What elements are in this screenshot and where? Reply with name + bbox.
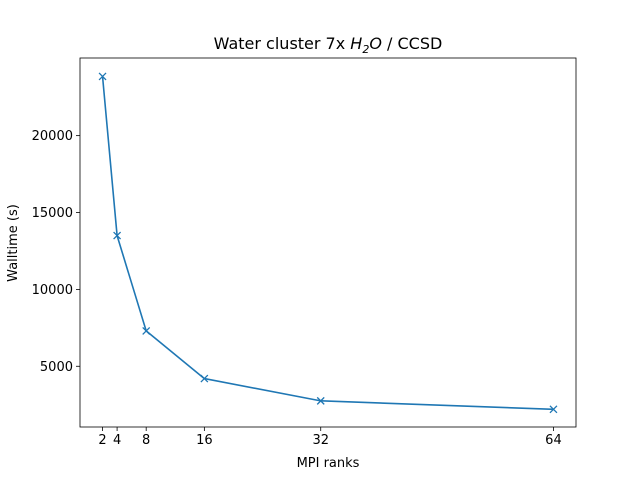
data-point-marker [200,374,209,383]
chart-title: Water cluster 7x H2O / CCSD [214,34,443,56]
data-point-marker [142,326,151,335]
y-tick-label: 10000 [32,283,73,298]
y-axis-label: Walltime (s) [6,204,21,282]
data-point-marker [316,396,325,405]
series-line [101,76,554,411]
plot-area: 2 4 8 16 32 64 5000 10000 15000 20000 [32,57,577,448]
x-tick-label: 2 [98,433,106,448]
x-tick-label: 8 [142,433,150,448]
x-tick-label: 64 [545,433,562,448]
axes-frame [79,57,577,428]
x-tick-label: 32 [312,433,329,448]
y-tick-label: 20000 [32,129,73,144]
x-tick-label: 16 [196,433,213,448]
data-point-marker [549,405,558,414]
y-tick-label: 15000 [32,206,73,221]
y-tick-label: 5000 [40,360,73,375]
data-point-marker [113,231,122,240]
x-tick-label: 4 [113,433,121,448]
x-axis-label: MPI ranks [297,456,360,471]
data-point-marker [98,72,107,81]
